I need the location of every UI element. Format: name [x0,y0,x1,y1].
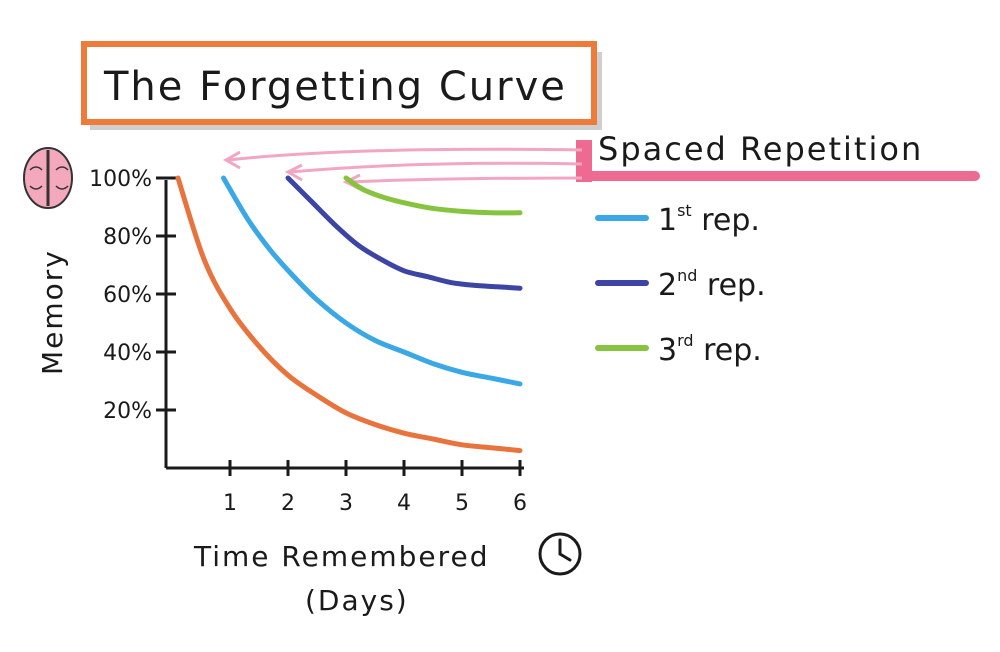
spaced-repetition-annotation: Spaced Repetition [222,130,980,191]
series-line-3rd-rep- [343,175,523,216]
arrow-to-3rd-rep [347,176,583,184]
x-axis-title-line1: Time Remembered [193,540,490,573]
tick-labels: 1 2 3 4 5 6 20% 40% 60% 80% 100% [89,167,527,516]
annotation-marker [576,140,592,182]
series-group [175,175,523,454]
arrow-to-1st-rep [227,147,583,162]
y-tick-label-60: 60% [103,283,152,308]
y-tick-label-20: 20% [103,399,152,424]
chart-title: The Forgetting Curve [103,64,567,110]
title-frame [81,41,597,125]
title-box: The Forgetting Curve [81,41,602,130]
series-line-2nd-rep- [285,175,523,291]
brain-icon [23,147,73,209]
arrow-to-2nd-rep [289,161,583,174]
ticks [156,176,522,476]
clock-icon [538,532,582,576]
y-tick-label-100: 100% [89,167,152,192]
x-tick-label-5: 5 [455,491,469,516]
x-tick-label-3: 3 [339,491,353,516]
series-line-initial [175,175,523,454]
y-tick-label-80: 80% [103,225,152,250]
arrow-head-2nd [284,163,303,182]
legend: 1st rep. 2nd rep. 3rd rep. [595,201,766,368]
y-tick-label-40: 40% [103,341,152,366]
arrow-head-1st [222,150,241,170]
annotation-label: Spaced Repetition [598,130,923,168]
x-tick-label-4: 4 [397,491,411,516]
y-axis-title: Memory [36,249,69,375]
legend-label-3rd-rep-: 3rd rep. [658,331,762,368]
legend-label-2nd-rep-: 2nd rep. [658,266,766,303]
series-line-1st-rep- [221,175,523,387]
legend-label-1st-rep-: 1st rep. [658,201,760,238]
x-tick-label-6: 6 [513,491,527,516]
x-tick-label-2: 2 [281,491,295,516]
x-axis-title-line2: (Days) [305,584,409,617]
x-tick-label-1: 1 [223,491,237,516]
